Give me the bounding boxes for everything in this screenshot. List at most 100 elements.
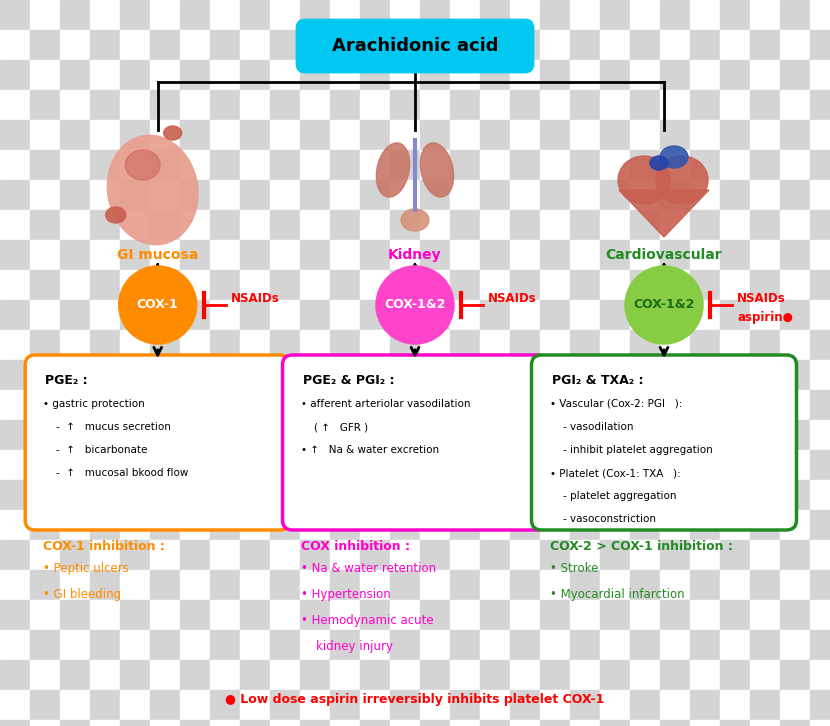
Bar bbox=[120, 660, 150, 690]
Bar bbox=[120, 630, 150, 660]
Bar bbox=[690, 150, 720, 180]
Bar bbox=[570, 330, 600, 360]
Bar bbox=[150, 180, 180, 210]
Bar bbox=[780, 210, 810, 240]
Bar bbox=[60, 300, 90, 330]
Bar bbox=[0, 300, 30, 330]
Bar bbox=[570, 450, 600, 480]
Text: ( ↑   GFR ): ( ↑ GFR ) bbox=[300, 422, 368, 432]
Bar bbox=[390, 360, 420, 390]
Bar bbox=[120, 120, 150, 150]
Bar bbox=[360, 390, 390, 420]
Bar bbox=[810, 420, 830, 450]
Bar bbox=[480, 360, 510, 390]
Bar bbox=[60, 120, 90, 150]
Bar bbox=[750, 150, 780, 180]
Bar bbox=[780, 240, 810, 270]
Ellipse shape bbox=[105, 207, 125, 223]
Bar bbox=[120, 480, 150, 510]
Bar bbox=[540, 600, 570, 630]
Bar bbox=[600, 0, 630, 30]
Bar bbox=[390, 720, 420, 726]
Bar bbox=[60, 510, 90, 540]
Bar bbox=[330, 120, 360, 150]
Bar bbox=[780, 480, 810, 510]
Bar bbox=[600, 450, 630, 480]
Bar bbox=[150, 60, 180, 90]
Bar bbox=[510, 600, 540, 630]
Bar bbox=[300, 390, 330, 420]
Bar bbox=[360, 300, 390, 330]
Bar bbox=[570, 360, 600, 390]
Bar bbox=[120, 720, 150, 726]
Bar bbox=[150, 210, 180, 240]
Bar bbox=[210, 90, 240, 120]
Bar bbox=[720, 600, 750, 630]
Bar bbox=[90, 0, 120, 30]
Bar bbox=[240, 420, 270, 450]
Bar bbox=[60, 150, 90, 180]
Bar bbox=[420, 330, 450, 360]
Bar bbox=[690, 600, 720, 630]
Text: NSAIDs: NSAIDs bbox=[488, 293, 537, 306]
Bar bbox=[540, 270, 570, 300]
Bar bbox=[180, 120, 210, 150]
Bar bbox=[300, 480, 330, 510]
Bar bbox=[150, 450, 180, 480]
Bar bbox=[810, 480, 830, 510]
Bar bbox=[660, 120, 690, 150]
Ellipse shape bbox=[125, 150, 160, 180]
Bar bbox=[240, 660, 270, 690]
Bar bbox=[180, 660, 210, 690]
Bar bbox=[480, 300, 510, 330]
Bar bbox=[540, 420, 570, 450]
Bar bbox=[390, 570, 420, 600]
Bar bbox=[420, 150, 450, 180]
Bar bbox=[90, 450, 120, 480]
Bar bbox=[540, 90, 570, 120]
Text: • Myocardial infarction: • Myocardial infarction bbox=[549, 588, 684, 601]
Bar bbox=[750, 600, 780, 630]
Bar bbox=[810, 450, 830, 480]
Bar bbox=[330, 630, 360, 660]
Bar bbox=[450, 360, 480, 390]
Bar bbox=[720, 150, 750, 180]
Text: COX-1: COX-1 bbox=[137, 298, 178, 311]
Bar bbox=[180, 360, 210, 390]
Bar bbox=[780, 720, 810, 726]
Bar bbox=[60, 480, 90, 510]
Bar bbox=[540, 30, 570, 60]
Bar bbox=[390, 180, 420, 210]
Bar bbox=[300, 270, 330, 300]
Bar bbox=[240, 480, 270, 510]
Bar bbox=[540, 150, 570, 180]
Bar bbox=[0, 240, 30, 270]
Bar bbox=[690, 180, 720, 210]
Bar bbox=[360, 420, 390, 450]
Bar bbox=[420, 90, 450, 120]
Bar bbox=[210, 30, 240, 60]
Bar bbox=[510, 480, 540, 510]
Bar bbox=[60, 0, 90, 30]
Bar bbox=[210, 0, 240, 30]
Bar bbox=[480, 450, 510, 480]
Bar bbox=[780, 600, 810, 630]
Ellipse shape bbox=[618, 156, 670, 204]
Bar bbox=[750, 660, 780, 690]
Bar bbox=[60, 390, 90, 420]
Bar bbox=[90, 480, 120, 510]
Bar bbox=[420, 570, 450, 600]
Bar bbox=[480, 390, 510, 420]
Bar bbox=[780, 660, 810, 690]
FancyBboxPatch shape bbox=[25, 355, 290, 530]
Bar bbox=[780, 60, 810, 90]
Bar bbox=[180, 210, 210, 240]
Bar bbox=[540, 120, 570, 150]
Bar bbox=[510, 510, 540, 540]
FancyBboxPatch shape bbox=[531, 355, 797, 530]
Bar bbox=[240, 570, 270, 600]
Bar bbox=[90, 270, 120, 300]
Bar bbox=[300, 660, 330, 690]
Bar bbox=[30, 180, 60, 210]
Bar bbox=[360, 60, 390, 90]
